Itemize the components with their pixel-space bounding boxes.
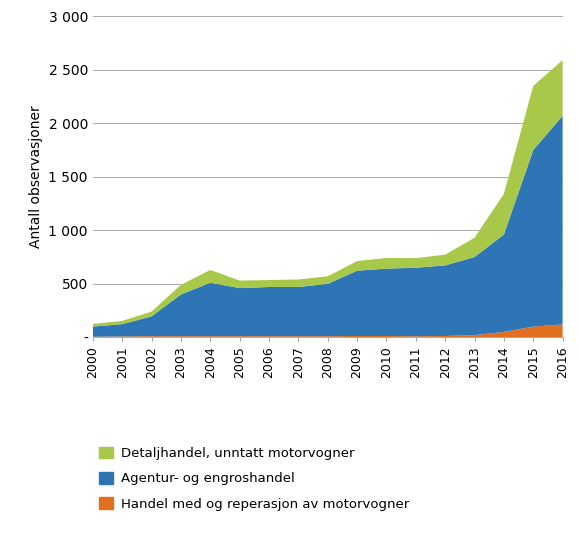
Y-axis label: Antall observasjoner: Antall observasjoner — [29, 106, 43, 248]
Legend: Detaljhandel, unntatt motorvogner, Agentur- og engroshandel, Handel med og reper: Detaljhandel, unntatt motorvogner, Agent… — [99, 447, 409, 511]
